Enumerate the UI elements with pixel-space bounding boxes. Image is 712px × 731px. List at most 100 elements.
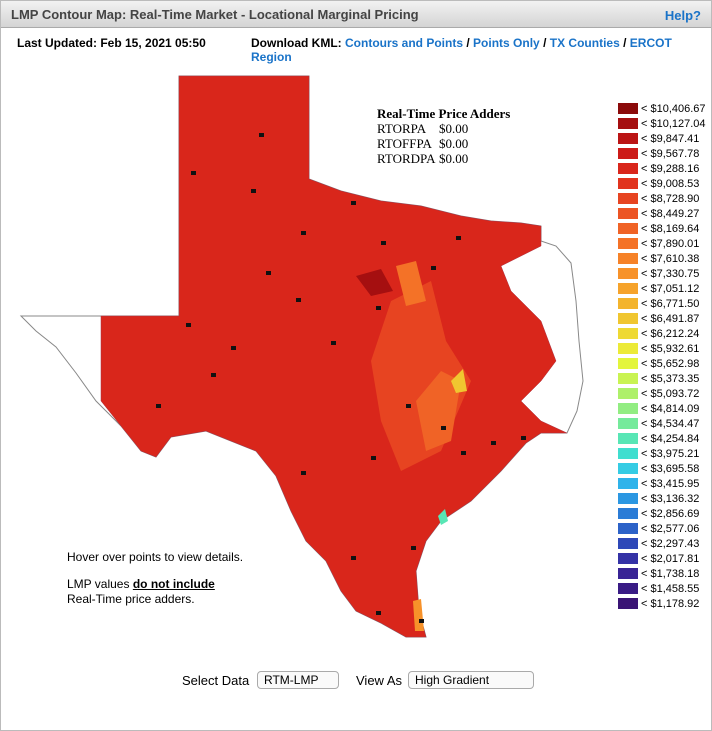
last-updated: Last Updated: Feb 15, 2021 05:50	[17, 36, 206, 50]
price-contour	[451, 369, 467, 393]
legend-item: < $9,567.78	[618, 146, 706, 161]
adder-value: $0.00	[439, 151, 469, 166]
legend-label: < $5,373.35	[641, 372, 700, 385]
legend-swatch	[618, 268, 638, 279]
legend-item: < $8,169.64	[618, 221, 706, 236]
legend-item: < $1,738.18	[618, 566, 706, 581]
legend-label: < $6,212.24	[641, 327, 700, 340]
legend-label: < $1,738.18	[641, 567, 700, 580]
legend-swatch	[618, 313, 638, 324]
lmp-emphasis: do not include	[132, 577, 215, 591]
legend-swatch	[618, 238, 638, 249]
legend-swatch	[618, 478, 638, 489]
legend-label: < $9,008.53	[641, 177, 700, 190]
legend-item: < $3,975.21	[618, 446, 706, 461]
legend-item: < $5,093.72	[618, 386, 706, 401]
legend-item: < $9,288.16	[618, 161, 706, 176]
legend-swatch	[618, 373, 638, 384]
legend-label: < $6,771.50	[641, 297, 700, 310]
legend-swatch	[618, 208, 638, 219]
adders-title: Real-Time Price Adders	[377, 106, 511, 121]
legend-item: < $1,178.92	[618, 596, 706, 611]
legend-item: < $2,017.81	[618, 551, 706, 566]
legend-label: < $4,254.84	[641, 432, 700, 445]
legend-label: < $5,093.72	[641, 387, 700, 400]
legend-item: < $7,610.38	[618, 251, 706, 266]
legend-label: < $8,169.64	[641, 222, 700, 235]
legend-item: < $5,932.61	[618, 341, 706, 356]
legend-item: < $5,652.98	[618, 356, 706, 371]
legend-swatch	[618, 583, 638, 594]
legend-item: < $3,415.95	[618, 476, 706, 491]
legend-item: < $9,847.41	[618, 131, 706, 146]
points	[156, 133, 526, 623]
legend-label: < $3,415.95	[641, 477, 700, 490]
legend-swatch	[618, 118, 638, 129]
help-link[interactable]: Help?	[664, 8, 701, 23]
legend-swatch	[618, 448, 638, 459]
legend-swatch	[618, 178, 638, 189]
legend-label: < $2,856.69	[641, 507, 700, 520]
legend-swatch	[618, 103, 638, 114]
legend-item: < $2,297.43	[618, 536, 706, 551]
legend-label: < $9,847.41	[641, 132, 700, 145]
hover-note: Hover over points to view details.	[67, 550, 244, 564]
legend-label: < $7,051.12	[641, 282, 700, 295]
legend-swatch	[618, 133, 638, 144]
kml-link[interactable]: TX Counties	[549, 36, 620, 50]
legend-swatch	[618, 223, 638, 234]
price-contour	[396, 261, 426, 306]
legend-swatch	[618, 508, 638, 519]
legend-swatch	[618, 523, 638, 534]
legend-swatch	[618, 493, 638, 504]
legend-item: < $1,458.55	[618, 581, 706, 596]
lmp-note: LMP values	[67, 577, 130, 591]
separator: /	[543, 36, 547, 50]
legend-swatch	[618, 403, 638, 414]
kml-link[interactable]: ERCOT Region	[251, 36, 672, 64]
legend-label: < $8,728.90	[641, 192, 700, 205]
legend-label: < $2,577.06	[641, 522, 700, 535]
legend-item: < $8,728.90	[618, 191, 706, 206]
legend-label: < $6,491.87	[641, 312, 700, 325]
separator: /	[466, 36, 470, 50]
price-contour	[438, 509, 448, 525]
legend-swatch	[618, 298, 638, 309]
legend-item: < $4,534.47	[618, 416, 706, 431]
view-as-select[interactable]: High Gradient	[408, 671, 534, 689]
map	[19, 75, 584, 638]
legend-label: < $7,610.38	[641, 252, 700, 265]
legend-item: < $6,491.87	[618, 311, 706, 326]
legend-label: < $1,178.92	[641, 597, 700, 610]
legend-item: < $3,695.58	[618, 461, 706, 476]
legend-item: < $10,406.67	[618, 101, 706, 116]
legend-label: < $3,695.58	[641, 462, 700, 475]
legend-label: < $1,458.55	[641, 582, 700, 595]
adder-row: RTOFFPA $0.00	[377, 136, 510, 151]
download-label: Download KML:	[251, 36, 342, 50]
legend-label: < $2,017.81	[641, 552, 700, 565]
separator: /	[623, 36, 627, 50]
legend-item: < $6,771.50	[618, 296, 706, 311]
legend-label: < $7,890.01	[641, 237, 700, 250]
legend-swatch	[618, 253, 638, 264]
adder-value: $0.00	[439, 121, 469, 136]
legend-item: < $5,373.35	[618, 371, 706, 386]
legend-item: < $2,577.06	[618, 521, 706, 536]
note: Hover over points to view details. LMP v…	[67, 550, 243, 607]
legend-swatch	[618, 598, 638, 609]
legend-swatch	[618, 193, 638, 204]
kml-link[interactable]: Points Only	[473, 36, 540, 50]
legend-swatch	[618, 358, 638, 369]
adder-value: $0.00	[439, 136, 469, 151]
kml-link[interactable]: Contours and Points	[345, 36, 463, 50]
adder-row: RTORDPA $0.00	[377, 151, 510, 166]
legend-label: < $5,932.61	[641, 342, 700, 355]
legend-item: < $7,051.12	[618, 281, 706, 296]
kml-bar: Download KML: Contours and Points / Poin…	[251, 36, 711, 64]
legend-item: < $3,136.32	[618, 491, 706, 506]
select-data[interactable]: RTM-LMP	[257, 671, 339, 689]
legend-swatch	[618, 553, 638, 564]
legend-item: < $8,449.27	[618, 206, 706, 221]
